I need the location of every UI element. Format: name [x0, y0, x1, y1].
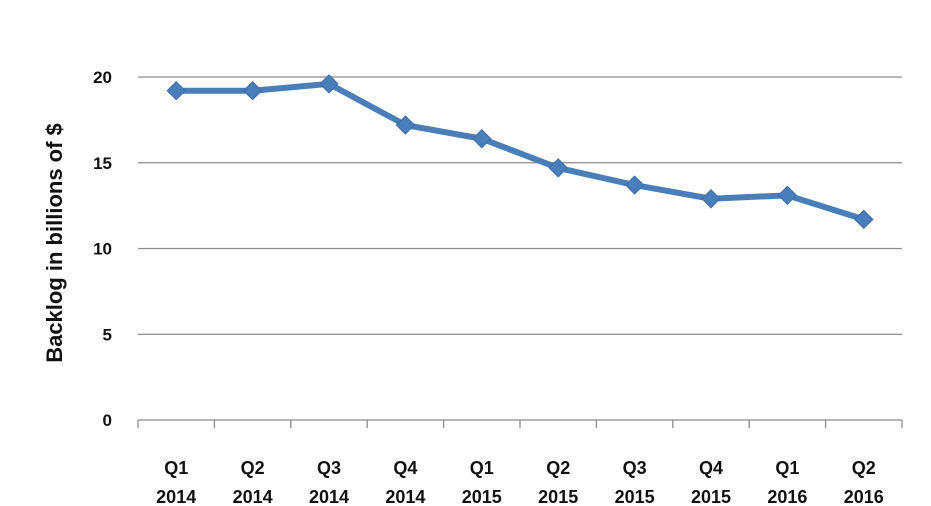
x-tick-label-quarter: Q4 — [699, 458, 723, 478]
data-point-marker — [854, 209, 874, 230]
x-tick-label-year: 2016 — [767, 487, 807, 506]
series-line — [173, 80, 867, 223]
axes — [137, 419, 903, 428]
y-tick-label: 25 — [93, 0, 112, 1]
y-tick-label: 20 — [93, 68, 112, 87]
data-point-marker — [395, 115, 416, 135]
x-tick-label-year: 2015 — [462, 487, 502, 506]
y-tick-label: 15 — [93, 154, 112, 173]
data-point-marker — [472, 129, 492, 149]
x-tick-label-year: 2016 — [844, 487, 884, 506]
x-tick-label-year: 2015 — [691, 487, 731, 506]
x-tick-label-quarter: Q1 — [775, 458, 799, 478]
y-axis-label: Backlog in billions of $ — [42, 123, 67, 363]
x-tick-label-quarter: Q1 — [164, 458, 188, 478]
x-tick-label-quarter: Q2 — [546, 458, 570, 478]
x-tick-label-year: 2015 — [538, 487, 578, 506]
series-group — [166, 74, 874, 230]
x-tick-labels: Q1 2014 Q2 2014 Q3 2014 Q4 2014 Q1 2015 Q2 2015 Q3 20… — [156, 458, 884, 506]
data-point-marker — [624, 175, 645, 195]
x-tick-label-year: 2014 — [385, 487, 425, 506]
x-tick-label-year: 2014 — [156, 487, 196, 506]
data-point-marker — [701, 189, 721, 209]
x-tick-label-year: 2014 — [309, 487, 349, 506]
y-tick-label: 5 — [103, 325, 112, 344]
x-tick-label-year: 2015 — [615, 487, 655, 506]
y-tick-label: 10 — [93, 240, 112, 259]
y-tick-label: 0 — [103, 411, 112, 430]
x-tick-label-quarter: Q4 — [393, 458, 417, 478]
data-point-marker — [548, 158, 568, 178]
x-tick-label-quarter: Q3 — [317, 458, 341, 478]
x-tick-label-year: 2014 — [233, 487, 273, 506]
data-point-marker — [242, 81, 263, 101]
data-point-marker — [777, 185, 798, 206]
x-tick-label-quarter: Q1 — [470, 458, 494, 478]
gridlines — [138, 76, 902, 335]
x-tick-label-quarter: Q2 — [852, 458, 876, 478]
x-tick-label-quarter: Q3 — [623, 458, 647, 478]
data-point-marker — [166, 81, 186, 101]
data-point-marker — [319, 74, 339, 94]
x-tick-label-quarter: Q2 — [241, 458, 265, 478]
y-tick-labels: 0 5 10 15 20 25 — [93, 0, 112, 430]
